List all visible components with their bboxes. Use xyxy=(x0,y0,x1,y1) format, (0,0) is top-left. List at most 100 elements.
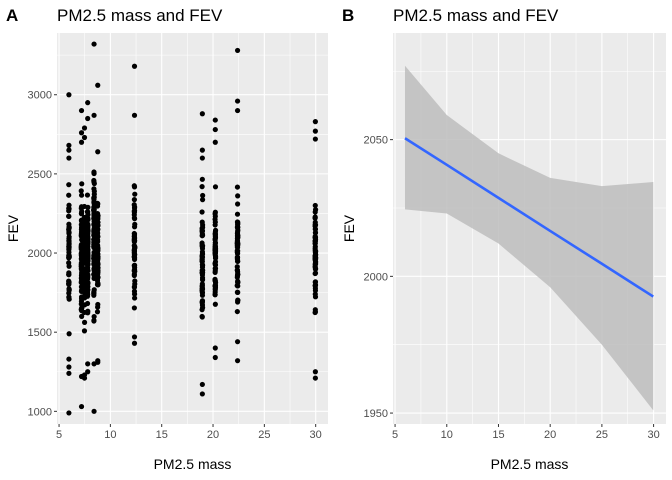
data-point xyxy=(84,300,91,307)
data-point xyxy=(234,358,241,364)
data-point xyxy=(199,111,205,117)
x-tick-label: 30 xyxy=(310,429,322,441)
data-point xyxy=(94,229,101,235)
data-point xyxy=(312,223,318,229)
data-point xyxy=(199,381,205,388)
data-point xyxy=(81,372,88,378)
data-point xyxy=(235,271,241,277)
data-point xyxy=(234,308,240,315)
data-point xyxy=(234,264,240,270)
data-point xyxy=(234,339,241,345)
data-point xyxy=(199,313,205,320)
data-point xyxy=(234,184,241,190)
data-point xyxy=(199,232,206,238)
data-point xyxy=(200,222,206,228)
data-point xyxy=(84,264,91,270)
x-tick-label: 25 xyxy=(596,429,608,441)
data-point xyxy=(94,276,101,282)
data-point xyxy=(234,232,241,239)
data-point xyxy=(78,107,85,114)
data-point xyxy=(131,215,137,221)
data-point xyxy=(199,267,206,273)
data-point xyxy=(212,240,218,246)
data-point xyxy=(132,255,138,261)
data-point xyxy=(66,287,72,293)
panel-a-x-ticks: 5 10 15 20 25 30 xyxy=(56,424,322,441)
data-point xyxy=(312,136,318,142)
data-point xyxy=(66,331,72,337)
data-point xyxy=(66,370,72,376)
data-point xyxy=(312,307,318,313)
data-point xyxy=(212,301,218,307)
data-point xyxy=(94,203,101,209)
data-point xyxy=(199,244,205,250)
panel-a-gridlines xyxy=(57,33,328,424)
data-point xyxy=(212,184,219,190)
data-point xyxy=(84,192,91,198)
data-point xyxy=(212,126,218,133)
y-tick-label: 2050 xyxy=(364,135,388,147)
panel-a-points xyxy=(66,41,319,416)
data-point xyxy=(212,230,218,237)
data-point xyxy=(95,234,101,240)
data-point xyxy=(91,239,97,245)
panel-a-y-ticks: 1000 1500 2000 2500 3000 xyxy=(28,90,57,418)
data-point xyxy=(85,244,91,250)
data-point xyxy=(66,356,72,362)
data-point xyxy=(235,299,241,305)
data-point xyxy=(235,201,241,207)
data-point xyxy=(212,282,219,289)
x-tick-label: 10 xyxy=(441,429,453,441)
panel-b-label: B xyxy=(342,6,354,25)
data-point xyxy=(66,182,72,188)
data-point xyxy=(85,100,91,106)
data-point xyxy=(199,290,206,296)
data-point xyxy=(212,117,218,123)
data-point xyxy=(85,204,91,210)
data-point xyxy=(85,222,91,229)
data-point xyxy=(78,139,85,145)
y-tick-label: 2000 xyxy=(364,271,388,283)
data-point xyxy=(312,282,319,288)
data-point xyxy=(312,255,318,261)
data-point xyxy=(312,270,319,276)
data-point xyxy=(131,248,138,255)
data-point xyxy=(91,207,97,213)
data-point xyxy=(212,345,218,351)
data-point xyxy=(199,147,205,153)
data-point xyxy=(200,192,206,199)
data-point xyxy=(212,222,218,228)
data-point xyxy=(234,238,241,244)
data-point xyxy=(94,246,101,252)
data-point xyxy=(212,354,218,361)
data-point xyxy=(81,134,88,141)
data-point xyxy=(66,280,72,287)
panel-b-title: PM2.5 mass and FEV xyxy=(393,6,559,25)
data-point xyxy=(79,313,85,319)
data-point xyxy=(234,249,240,255)
y-tick-label: 1950 xyxy=(364,408,388,420)
data-point xyxy=(85,115,91,122)
data-point xyxy=(66,230,72,236)
data-point xyxy=(212,213,218,219)
data-point xyxy=(81,328,88,334)
data-point xyxy=(212,276,218,282)
panel-b-confidence-band xyxy=(404,65,654,411)
data-point xyxy=(199,176,205,182)
panel-a-plot-background xyxy=(57,33,328,424)
data-point xyxy=(212,255,219,261)
data-point xyxy=(66,147,72,153)
data-point xyxy=(199,155,205,161)
data-point xyxy=(234,47,241,54)
data-point xyxy=(85,227,91,233)
data-point xyxy=(91,318,97,324)
data-point xyxy=(95,358,101,364)
data-point xyxy=(95,261,101,268)
x-tick-label: 15 xyxy=(492,429,504,441)
data-point xyxy=(131,112,138,118)
x-tick-label: 10 xyxy=(104,429,116,441)
data-point xyxy=(131,209,138,215)
data-point xyxy=(78,130,85,136)
data-point xyxy=(66,205,72,212)
panel-b: B PM2.5 mass and FEV 5 10 15 20 25 30 1950 200… xyxy=(341,6,666,472)
